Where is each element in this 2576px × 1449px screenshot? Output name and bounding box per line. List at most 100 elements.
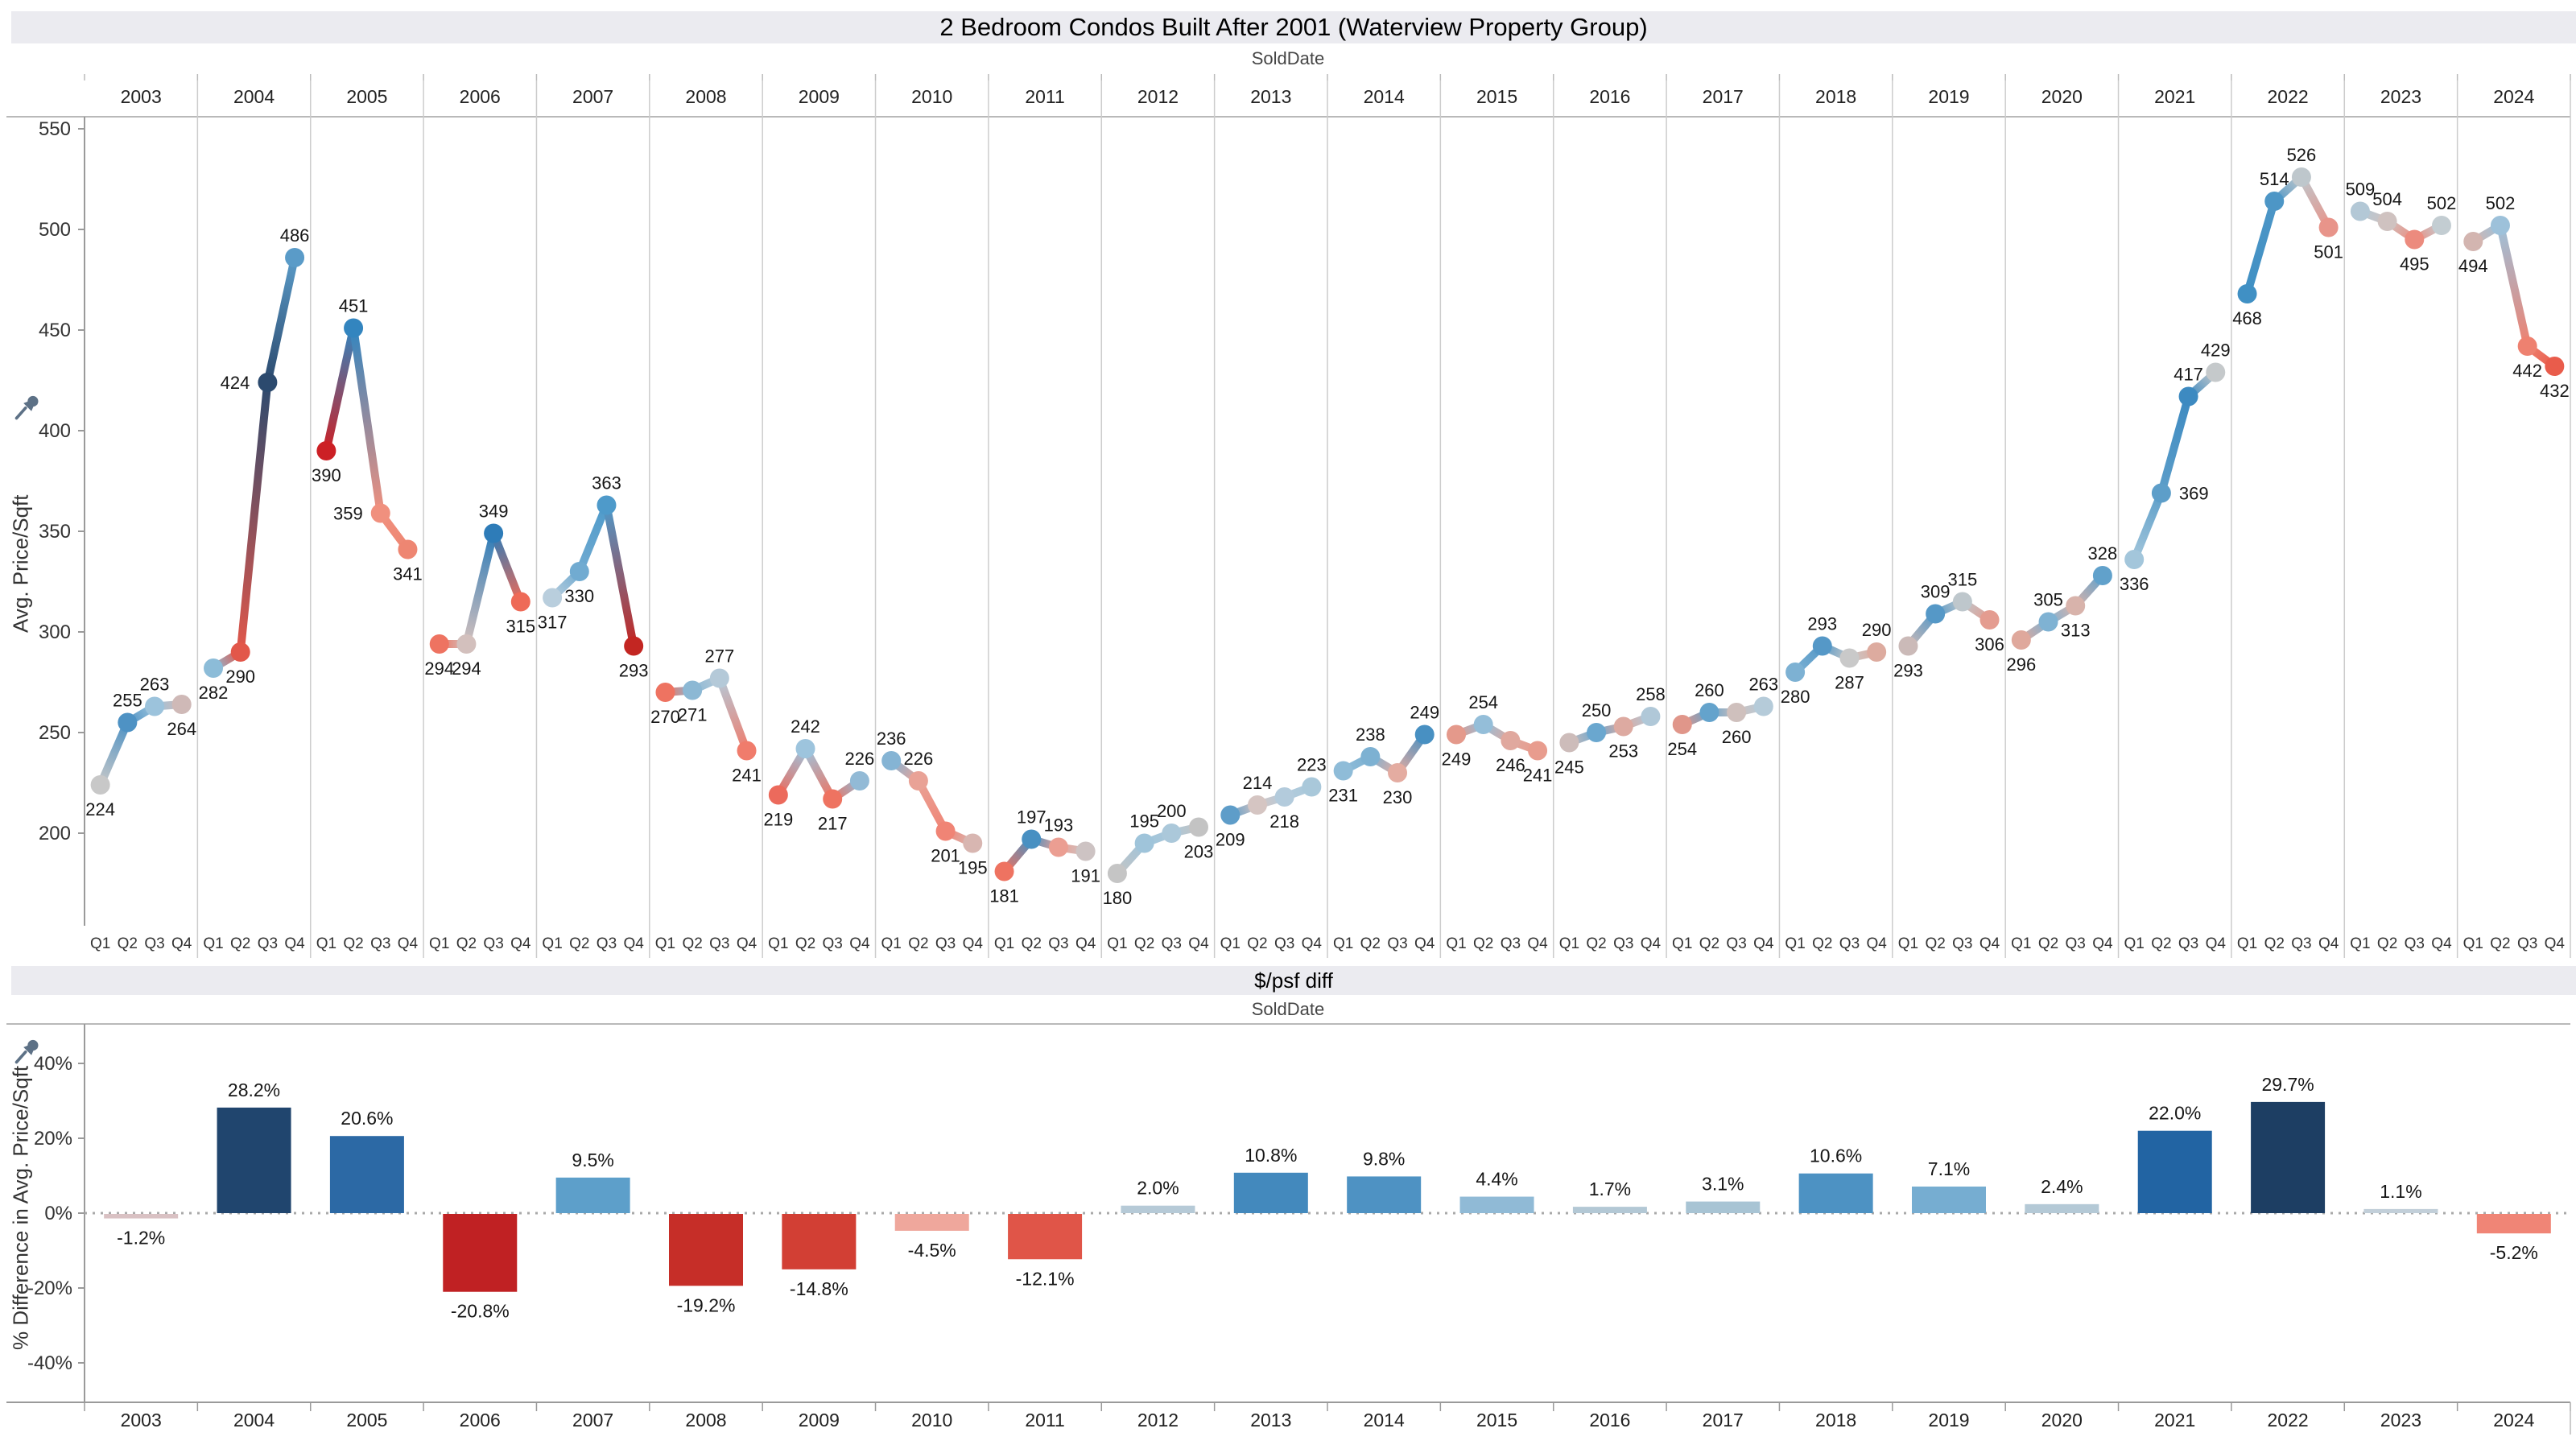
- data-point-2011-Q1[interactable]: [994, 861, 1014, 881]
- data-point-2014-Q4[interactable]: [1414, 724, 1435, 745]
- data-point-2005-Q2[interactable]: [344, 318, 364, 338]
- data-point-2006-Q3[interactable]: [484, 523, 504, 543]
- data-point-2005-Q4[interactable]: [398, 539, 418, 559]
- data-point-2006-Q1[interactable]: [429, 634, 449, 654]
- data-point-2010-Q2[interactable]: [908, 771, 928, 791]
- data-point-2011-Q2[interactable]: [1022, 829, 1042, 849]
- data-point-2007-Q1[interactable]: [543, 588, 563, 608]
- data-point-2008-Q1[interactable]: [655, 683, 675, 702]
- data-point-2020-Q3[interactable]: [2066, 596, 2086, 616]
- bar-2004[interactable]: [217, 1107, 291, 1213]
- data-point-2004-Q4[interactable]: [285, 248, 305, 267]
- data-point-2017-Q2[interactable]: [1699, 703, 1719, 722]
- data-point-2019-Q4[interactable]: [1979, 610, 2000, 630]
- data-point-2010-Q4[interactable]: [963, 833, 983, 853]
- data-point-2024-Q1[interactable]: [2463, 232, 2483, 251]
- data-point-2007-Q2[interactable]: [569, 562, 589, 581]
- data-point-2008-Q3[interactable]: [709, 668, 729, 688]
- data-point-2012-Q1[interactable]: [1107, 864, 1127, 883]
- bar-2017[interactable]: [1686, 1201, 1761, 1213]
- data-point-2016-Q3[interactable]: [1613, 716, 1633, 737]
- data-point-2012-Q2[interactable]: [1134, 833, 1154, 853]
- bar-2008[interactable]: [669, 1214, 743, 1286]
- data-point-2021-Q1[interactable]: [2124, 550, 2145, 569]
- data-point-2023-Q4[interactable]: [2431, 216, 2451, 235]
- bar-2007[interactable]: [555, 1177, 630, 1213]
- data-point-2020-Q1[interactable]: [2011, 630, 2031, 650]
- data-point-2011-Q3[interactable]: [1048, 837, 1068, 857]
- data-point-2014-Q1[interactable]: [1333, 761, 1353, 781]
- pushpin-icon[interactable]: [13, 393, 42, 422]
- pushpin-icon[interactable]: [13, 1037, 42, 1066]
- data-point-2019-Q3[interactable]: [1952, 592, 1972, 612]
- data-point-2003-Q2[interactable]: [118, 712, 138, 733]
- data-point-2019-Q1[interactable]: [1898, 636, 1918, 656]
- data-point-2013-Q3[interactable]: [1274, 787, 1294, 807]
- data-point-2020-Q4[interactable]: [2092, 566, 2112, 585]
- data-point-2021-Q4[interactable]: [2206, 362, 2226, 382]
- data-point-2023-Q3[interactable]: [2405, 229, 2425, 250]
- bar-2003[interactable]: [104, 1214, 179, 1219]
- data-point-2018-Q3[interactable]: [1839, 648, 1860, 668]
- data-point-2013-Q4[interactable]: [1302, 777, 1322, 797]
- data-point-2005-Q1[interactable]: [316, 441, 336, 460]
- data-point-2022-Q2[interactable]: [2264, 192, 2285, 211]
- data-point-2004-Q2[interactable]: [230, 642, 250, 662]
- data-point-2023-Q1[interactable]: [2350, 201, 2370, 221]
- data-point-2022-Q1[interactable]: [2237, 284, 2257, 303]
- data-point-2008-Q4[interactable]: [737, 741, 757, 761]
- bar-2011[interactable]: [1008, 1214, 1083, 1260]
- data-point-2003-Q1[interactable]: [90, 775, 110, 795]
- data-point-2019-Q2[interactable]: [1926, 604, 1946, 624]
- data-point-2021-Q3[interactable]: [2178, 386, 2198, 407]
- data-point-2016-Q1[interactable]: [1559, 733, 1579, 753]
- data-point-2007-Q4[interactable]: [624, 636, 644, 656]
- bar-2010[interactable]: [894, 1214, 969, 1231]
- bar-2015[interactable]: [1459, 1196, 1534, 1213]
- data-point-2016-Q4[interactable]: [1641, 707, 1661, 726]
- data-point-2011-Q4[interactable]: [1075, 841, 1096, 861]
- data-point-2007-Q3[interactable]: [597, 495, 617, 515]
- bar-2016[interactable]: [1572, 1207, 1647, 1213]
- data-point-2015-Q3[interactable]: [1501, 731, 1521, 750]
- bar-2006[interactable]: [443, 1214, 518, 1292]
- data-point-2010-Q1[interactable]: [881, 751, 902, 770]
- data-point-2004-Q1[interactable]: [204, 658, 224, 678]
- data-point-2014-Q2[interactable]: [1360, 747, 1381, 766]
- data-point-2013-Q1[interactable]: [1220, 805, 1241, 825]
- data-point-2009-Q2[interactable]: [795, 739, 815, 758]
- data-point-2012-Q3[interactable]: [1162, 824, 1182, 843]
- data-point-2016-Q2[interactable]: [1587, 723, 1607, 742]
- bar-2022[interactable]: [2251, 1101, 2326, 1213]
- data-point-2005-Q3[interactable]: [370, 503, 390, 523]
- data-point-2020-Q2[interactable]: [2038, 612, 2058, 632]
- data-point-2017-Q4[interactable]: [1753, 696, 1773, 716]
- data-point-2017-Q3[interactable]: [1727, 703, 1747, 722]
- bar-2024[interactable]: [2476, 1214, 2551, 1234]
- data-point-2009-Q3[interactable]: [823, 789, 843, 809]
- bar-2013[interactable]: [1233, 1172, 1308, 1213]
- data-point-2006-Q2[interactable]: [456, 634, 477, 654]
- bar-2018[interactable]: [1798, 1173, 1873, 1213]
- data-point-2003-Q4[interactable]: [171, 695, 192, 714]
- data-point-2022-Q3[interactable]: [2291, 167, 2311, 187]
- data-point-2015-Q2[interactable]: [1473, 715, 1493, 734]
- bar-2014[interactable]: [1347, 1176, 1422, 1213]
- data-point-2014-Q3[interactable]: [1388, 763, 1408, 782]
- data-point-2015-Q4[interactable]: [1528, 741, 1548, 761]
- data-point-2023-Q2[interactable]: [2377, 212, 2397, 231]
- data-point-2018-Q2[interactable]: [1812, 636, 1832, 656]
- bar-2019[interactable]: [1912, 1186, 1986, 1213]
- data-point-2021-Q2[interactable]: [2151, 483, 2171, 503]
- bar-2012[interactable]: [1121, 1205, 1195, 1213]
- data-point-2009-Q1[interactable]: [768, 785, 788, 805]
- data-point-2024-Q4[interactable]: [2545, 357, 2565, 376]
- data-point-2015-Q1[interactable]: [1447, 724, 1467, 745]
- data-point-2024-Q2[interactable]: [2490, 216, 2510, 235]
- data-point-2017-Q1[interactable]: [1672, 715, 1692, 734]
- bar-2005[interactable]: [329, 1136, 404, 1213]
- data-point-2022-Q4[interactable]: [2318, 217, 2339, 237]
- data-point-2013-Q2[interactable]: [1247, 795, 1267, 815]
- data-point-2012-Q4[interactable]: [1188, 817, 1208, 837]
- data-point-2008-Q2[interactable]: [683, 680, 703, 700]
